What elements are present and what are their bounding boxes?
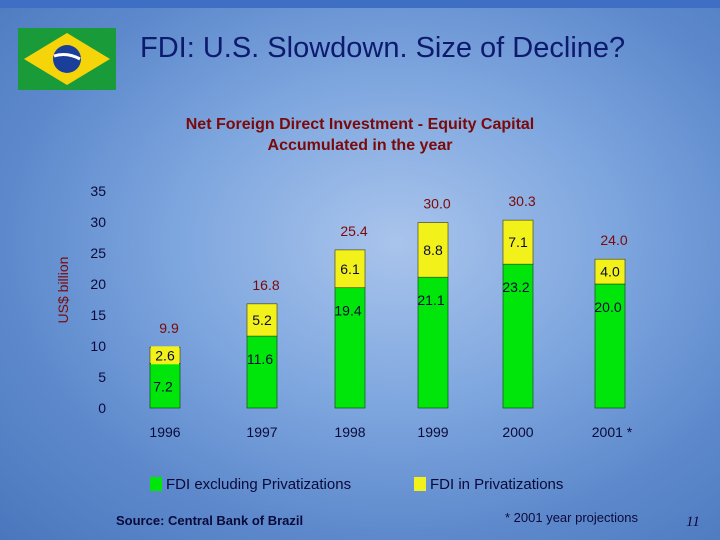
y-tick-label: 35 [90,183,106,199]
data-label-privatizations: 6.1 [340,261,360,277]
data-label-box-privatizations [419,240,447,259]
legend-swatch-green [150,477,162,491]
top-frame-bar [0,0,720,8]
slide-title: FDI: U.S. Slowdown. Size of Decline? [140,32,626,64]
chart-title-line-2: Accumulated in the year [267,137,453,154]
x-tick-label: 2001 * [592,424,633,440]
legend-swatch-yellow [414,477,426,491]
bar-excl-privatizations [334,287,366,409]
y-tick-label: 10 [90,338,106,354]
data-label-privatizations: 7.1 [508,234,528,250]
data-label-privatizations: 5.2 [252,312,272,328]
data-label-total: 30.3 [508,193,535,209]
legend-item-excl-privatizations: FDI excluding Privatizations [150,476,351,493]
page-number: 11 [686,514,700,530]
data-label-box-privatizations [596,262,624,281]
data-label-privatizations: 2.6 [155,347,175,363]
data-label-total: 9.9 [159,320,179,336]
data-label-box-privatizations [248,310,276,329]
bar-excl-privatizations [246,335,278,409]
data-label-box-privatizations [504,233,532,252]
y-tick-label: 20 [90,276,106,292]
source-note: Source: Central Bank of Brazil [116,513,304,528]
data-label-excl-privatizations: 19.4 [334,303,361,319]
y-tick-label: 5 [98,369,106,385]
chart-subtitle: Net Foreign Direct Investment - Equity C… [140,114,580,156]
data-label-excl-privatizations: 7.2 [153,378,173,394]
y-tick-label: 25 [90,245,106,261]
y-axis-label: US$ billion [55,257,71,324]
data-label-excl-privatizations: 21.1 [417,292,444,308]
bar-excl-privatizations [502,263,534,409]
y-tick-label: 15 [90,307,106,323]
data-label-total: 24.0 [600,232,627,248]
x-tick-label: 1997 [246,424,277,440]
chart-title-line-1: Net Foreign Direct Investment - Equity C… [185,116,535,133]
data-label-excl-privatizations: 11.6 [247,351,273,367]
y-tick-label: 30 [90,214,106,230]
data-label-privatizations: 4.0 [600,264,620,280]
data-label-excl-privatizations: 20.0 [594,299,621,315]
data-label-privatizations: 8.8 [423,242,443,258]
bar-excl-privatizations [417,276,449,409]
bar-excl-privatizations [149,363,181,409]
x-tick-label: 2000 [502,424,533,440]
brazil-flag-icon [18,28,116,90]
projection-footnote: * 2001 year projections [505,510,638,525]
data-label-box-privatizations [151,346,179,365]
legend-label-privatizations: FDI in Privatizations [430,476,564,493]
legend-label-excl-privatizations: FDI excluding Privatizations [166,476,352,493]
legend-item-privatizations: FDI in Privatizations [414,476,563,493]
data-label-excl-privatizations: 23.2 [502,279,529,295]
data-label-total: 16.8 [252,277,279,293]
x-tick-label: 1996 [149,424,180,440]
data-label-total: 30.0 [423,196,450,212]
x-tick-label: 1999 [417,424,448,440]
data-label-box-privatizations [336,259,364,278]
data-label-total: 25.4 [340,223,367,239]
bar-excl-privatizations [594,283,626,409]
y-tick-label: 0 [98,400,106,416]
x-tick-label: 1998 [334,424,365,440]
